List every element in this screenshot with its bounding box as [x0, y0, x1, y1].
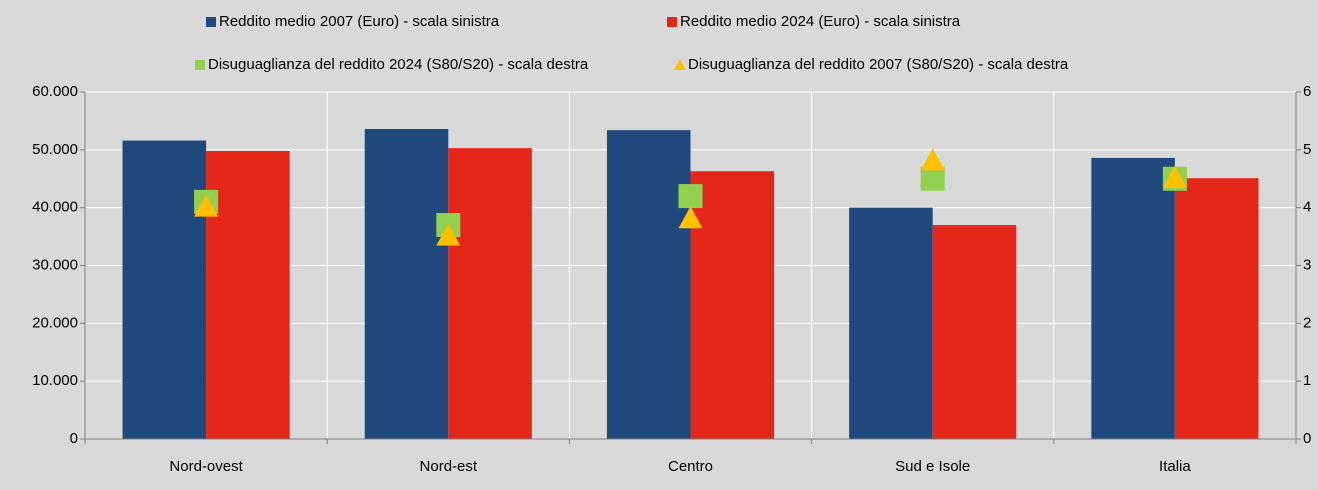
bar	[849, 207, 933, 439]
legend-label: Reddito medio 2007 (Euro) - scala sinist…	[219, 13, 500, 30]
legend-swatch	[674, 59, 686, 70]
square-marker	[678, 184, 703, 209]
y-tick-label: 0	[70, 430, 78, 447]
y2-tick-label: 1	[1303, 372, 1311, 389]
triangle-marker	[436, 223, 461, 246]
legend-swatch	[206, 17, 216, 27]
triangle-marker	[678, 206, 703, 229]
bar	[932, 225, 1017, 439]
y2-tick-label: 2	[1303, 314, 1311, 331]
legend-label: Disuguaglianza del reddito 2007 (S80/S20…	[688, 56, 1069, 73]
y-tick-label: 20.000	[32, 314, 78, 331]
bar	[206, 150, 290, 440]
x-tick-label: Italia	[1159, 458, 1191, 475]
bar	[364, 129, 449, 439]
triangle-marker	[1162, 165, 1187, 188]
bar	[690, 171, 775, 439]
bar	[448, 148, 532, 439]
x-tick-label: Nord-est	[420, 458, 478, 475]
y-tick-label: 60.000	[32, 83, 78, 100]
legend-label: Reddito medio 2024 (Euro) - scala sinist…	[680, 13, 961, 30]
y-tick-label: 40.000	[32, 199, 78, 216]
bar	[1091, 157, 1175, 439]
triangle-marker	[194, 194, 219, 217]
legend-label: Disuguaglianza del reddito 2024 (S80/S20…	[208, 56, 589, 73]
y2-tick-label: 3	[1303, 256, 1311, 273]
y-tick-label: 10.000	[32, 372, 78, 389]
x-tick-label: Nord-ovest	[169, 458, 243, 475]
bar	[606, 130, 691, 440]
square-marker	[920, 166, 945, 191]
triangle-marker	[920, 148, 945, 171]
y2-tick-label: 0	[1303, 430, 1311, 447]
legend-swatch	[667, 17, 677, 27]
y2-tick-label: 5	[1303, 141, 1311, 158]
bar	[1174, 178, 1259, 439]
bar	[122, 140, 207, 439]
y-tick-label: 30.000	[32, 256, 78, 273]
x-tick-label: Sud e Isole	[895, 458, 970, 475]
y2-tick-label: 6	[1303, 83, 1311, 100]
y2-tick-label: 4	[1303, 199, 1311, 216]
legend-swatch	[195, 60, 205, 70]
y-tick-label: 50.000	[32, 141, 78, 158]
x-tick-label: Centro	[668, 458, 713, 475]
